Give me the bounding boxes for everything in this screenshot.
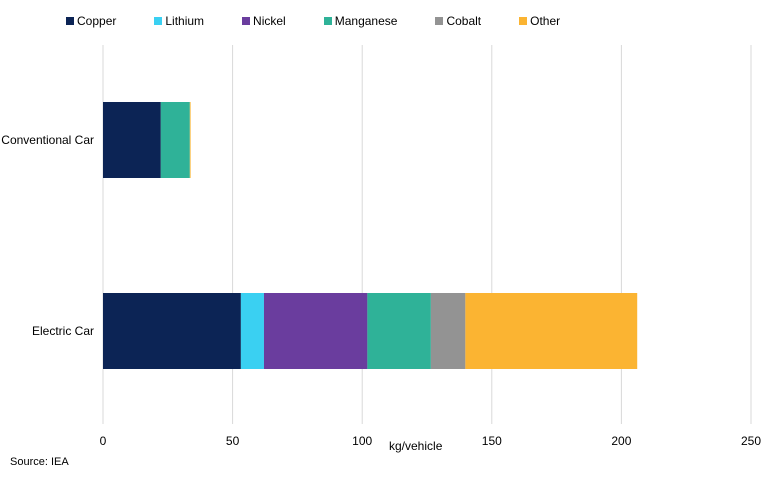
legend-item-copper: Copper (66, 14, 116, 28)
legend-item-lithium: Lithium (154, 14, 204, 28)
legend-label: Cobalt (446, 14, 482, 28)
bar-segment-manganese (160, 102, 190, 178)
legend-swatch (519, 17, 528, 25)
bar-segment-nickel (263, 293, 368, 369)
x-tick-label: 150 (482, 434, 502, 448)
y-category-label: Electric Car (32, 324, 94, 338)
bar-segment-lithium (240, 293, 264, 369)
x-tick-label: 50 (226, 434, 240, 448)
x-tick-label: 200 (611, 434, 631, 448)
bar-segment-copper (103, 102, 161, 178)
legend-swatch (323, 17, 332, 25)
legend-label: Manganese (334, 14, 398, 28)
x-axis-label: kg/vehicle (389, 439, 443, 453)
bar-segment-other (189, 102, 191, 178)
source-note: Source: IEA (10, 456, 69, 468)
legend-item-manganese: Manganese (323, 14, 398, 28)
legend-item-cobalt: Cobalt (435, 14, 481, 28)
legend-label: Copper (77, 14, 117, 28)
legend-swatch (154, 17, 163, 25)
legend-swatch (242, 17, 251, 25)
bar-segment-manganese (367, 293, 431, 369)
y-category-label: Conventional Car (1, 133, 94, 147)
bar-segment-other (465, 293, 638, 369)
legend-swatch (66, 17, 74, 25)
x-tick-label: 0 (100, 434, 107, 448)
legend-item-other: Other (519, 14, 560, 28)
x-tick-label: 100 (352, 434, 372, 448)
legend-item-nickel: Nickel (242, 14, 286, 28)
legend-label: Nickel (253, 14, 286, 28)
legend-label: Lithium (165, 14, 205, 28)
x-tick-label: 250 (741, 434, 761, 448)
legend-swatch (435, 17, 444, 25)
bar-segment-cobalt (430, 293, 466, 369)
bar-segment-copper (103, 293, 241, 369)
chart-legend: Copper Lithium Nickel Manganese Cobalt Other (66, 14, 598, 28)
legend-label: Other (530, 14, 561, 28)
